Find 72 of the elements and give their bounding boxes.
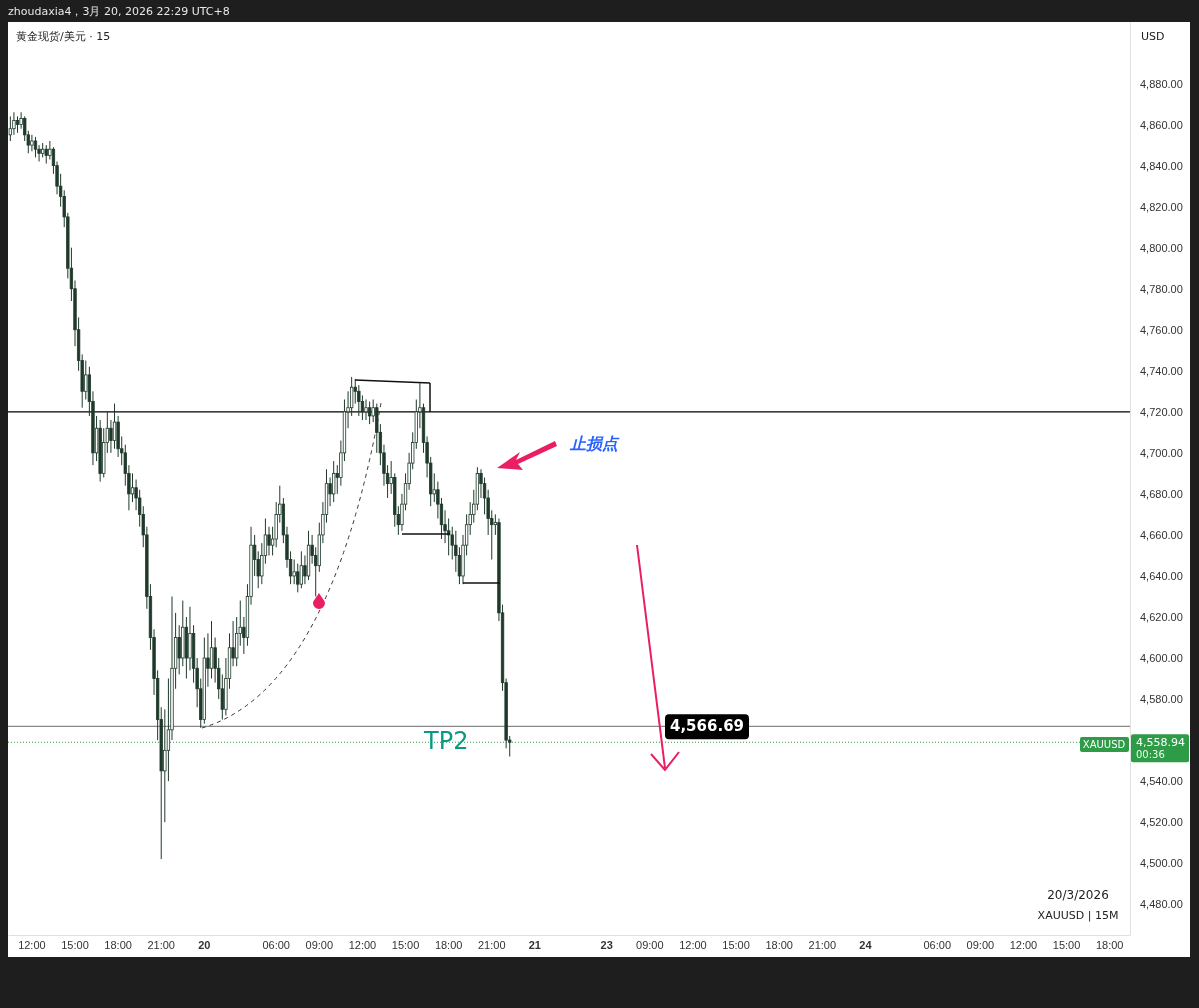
x-tick-label: 12:00 xyxy=(1009,938,1038,951)
candlestick xyxy=(130,472,135,503)
y-tick-label: 4,880.00 xyxy=(1140,77,1183,90)
y-tick-label: 4,540.00 xyxy=(1140,775,1183,788)
ref-line-label: 4,558.94 xyxy=(1136,736,1185,750)
x-tick-label: 21:00 xyxy=(477,938,506,951)
y-tick-label: 4,660.00 xyxy=(1140,528,1183,541)
annotation: TP2 xyxy=(423,727,469,755)
candlestick xyxy=(33,136,38,158)
y-tick-label: 4,680.00 xyxy=(1140,487,1183,500)
candlestick xyxy=(292,559,296,585)
y-tick-label: 4,600.00 xyxy=(1140,652,1183,665)
y-tick-label: 4,800.00 xyxy=(1140,241,1183,254)
candlestick xyxy=(367,401,372,425)
y-tick-label: 4,580.00 xyxy=(1140,693,1183,706)
candlestick xyxy=(84,360,88,401)
text: 00:36 xyxy=(1136,749,1165,760)
y-tick-label: 4,500.00 xyxy=(1140,857,1183,870)
annotation: 20/3/2026 xyxy=(1047,888,1109,902)
candlestick xyxy=(457,546,462,585)
y-tick-label: 4,760.00 xyxy=(1140,323,1183,336)
y-tick-label: 4,780.00 xyxy=(1140,282,1183,295)
candlestick xyxy=(364,399,368,421)
x-tick-label: 24 xyxy=(859,938,873,951)
ref-line-label: 4,566.69 xyxy=(669,717,745,736)
y-tick-label: 4,720.00 xyxy=(1140,405,1183,418)
candlestick xyxy=(30,134,34,152)
x-tick-label: 18:00 xyxy=(434,938,463,951)
x-tick-label: 18:00 xyxy=(104,938,132,951)
y-tick-label: 4,860.00 xyxy=(1140,118,1183,131)
x-tick-label: 15:00 xyxy=(61,938,89,951)
x-tick-label: 15:00 xyxy=(722,938,750,951)
y-axis-title: USD xyxy=(1141,30,1165,43)
x-tick-label: 15:00 xyxy=(391,938,420,951)
x-tick-label: 12:00 xyxy=(348,938,377,951)
x-tick-label: 15:00 xyxy=(1052,938,1081,951)
x-tick-label: 12:00 xyxy=(18,938,46,951)
annotation: 止损点 xyxy=(569,434,620,453)
x-tick-label: 06:00 xyxy=(262,938,290,951)
x-tick-label: 21 xyxy=(528,938,541,951)
y-tick-label: 4,820.00 xyxy=(1140,200,1183,213)
x-tick-label: 18:00 xyxy=(765,938,793,951)
x-tick-label: 21:00 xyxy=(808,938,837,951)
candlestick xyxy=(357,384,361,417)
candlestick xyxy=(332,460,336,503)
y-tick-label: 4,520.00 xyxy=(1140,816,1183,829)
x-tick-label: 09:00 xyxy=(636,938,664,951)
annotation: XAUUSD | 15M xyxy=(1037,909,1119,922)
x-tick-label: 09:00 xyxy=(305,938,334,951)
candlestick xyxy=(109,419,113,454)
y-tick-label: 4,480.00 xyxy=(1140,898,1183,911)
x-tick-label: 23 xyxy=(600,938,613,951)
x-tick-label: 18:00 xyxy=(1095,938,1124,951)
candlestick xyxy=(299,550,303,589)
candlestick xyxy=(267,526,271,556)
text: zhoudaxia4，3月 20, 2026 22:29 UTC+8 xyxy=(8,5,230,18)
candlestick xyxy=(360,394,365,421)
candlestick xyxy=(296,563,300,593)
x-tick-label: 20 xyxy=(198,938,211,951)
candlestick xyxy=(112,403,117,450)
y-tick-label: 4,700.00 xyxy=(1140,446,1183,459)
y-tick-label: 4,740.00 xyxy=(1140,364,1183,377)
x-tick-label: 21:00 xyxy=(147,938,175,951)
x-tick-label: 12:00 xyxy=(679,938,707,951)
text: 黄金现货/美元 · 15 xyxy=(16,30,111,43)
annotation: XAUUSD xyxy=(1082,739,1126,750)
x-tick-label: 06:00 xyxy=(923,938,952,951)
x-tick-label: 09:00 xyxy=(966,938,995,951)
y-tick-label: 4,620.00 xyxy=(1140,611,1183,624)
y-tick-label: 4,840.00 xyxy=(1140,159,1183,172)
candlestick xyxy=(177,624,181,675)
y-tick-label: 4,640.00 xyxy=(1140,569,1183,582)
